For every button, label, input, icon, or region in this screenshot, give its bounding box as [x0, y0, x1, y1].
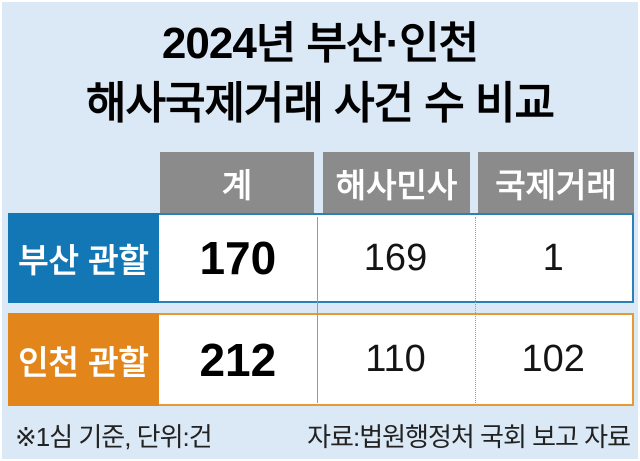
column-header-total-label: 계 — [221, 166, 253, 204]
column-header-maritime-civil-label: 해사민사 — [335, 166, 458, 204]
chart-title-line1: 2024년 부산·인천 — [161, 19, 479, 68]
column-header-maritime-civil: 해사민사 — [323, 152, 470, 213]
table-row-busan: 부산 관할 170 169 1 — [8, 213, 634, 303]
busan-intl-trade-cell: 1 — [542, 236, 564, 279]
column-divider-solid — [317, 217, 318, 403]
busan-total-cell: 170 — [199, 232, 277, 284]
source-text: 자료:법원행정처 국회 보고 자료 — [307, 422, 631, 452]
footnote-text: ※1심 기준, 단위:건 — [15, 422, 213, 452]
row-label-busan: 부산 관할 — [8, 213, 159, 303]
column-header-total: 계 — [160, 152, 314, 213]
incheon-intl-trade-cell: 102 — [521, 338, 585, 380]
busan-maritime-civil-cell: 169 — [363, 236, 428, 279]
column-header-intl-trade-label: 국제거래 — [495, 166, 617, 204]
footer: ※1심 기준, 단위:건 자료:법원행정처 국회 보고 자료 — [15, 417, 631, 454]
incheon-total-cell: 212 — [199, 333, 277, 386]
column-header-intl-trade: 국제거래 — [478, 152, 634, 213]
incheon-maritime-civil-cell: 110 — [365, 338, 426, 380]
row-label-incheon: 인천 관할 — [8, 313, 159, 406]
column-divider-dotted — [475, 217, 476, 403]
chart-title: 2024년 부산·인천 해사국제거래 사건 수 비교 — [2, 14, 638, 134]
table-row-incheon: 인천 관할 212 110 102 — [8, 313, 634, 406]
chart-title-line2: 해사국제거래 사건 수 비교 — [86, 79, 555, 128]
